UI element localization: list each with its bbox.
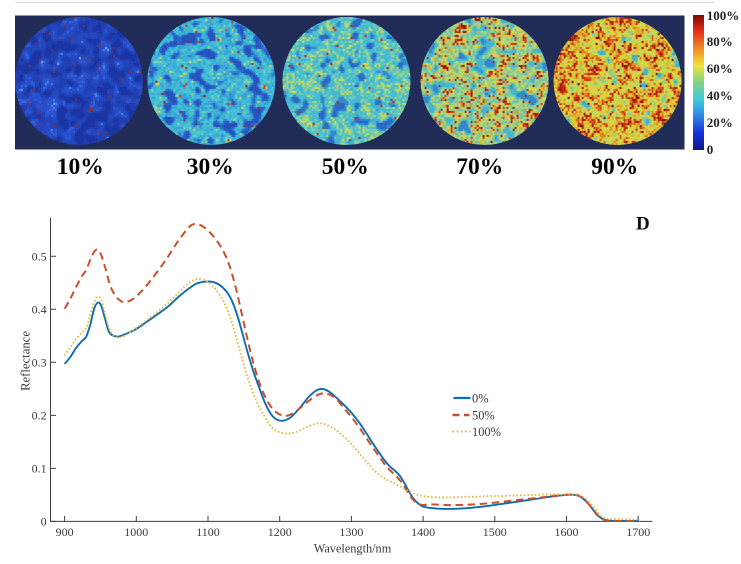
svg-text:0%: 0% — [472, 392, 489, 406]
svg-text:0.3: 0.3 — [32, 356, 47, 370]
svg-text:0.4: 0.4 — [32, 303, 47, 317]
svg-text:1100: 1100 — [196, 525, 220, 539]
svg-text:Wavelength/nm: Wavelength/nm — [314, 542, 392, 556]
svg-text:0.2: 0.2 — [32, 409, 47, 423]
svg-text:50%: 50% — [472, 409, 495, 423]
svg-text:0.1: 0.1 — [32, 462, 47, 476]
svg-text:D: D — [636, 214, 650, 235]
svg-text:1700: 1700 — [626, 525, 650, 539]
svg-text:1000: 1000 — [124, 525, 148, 539]
svg-text:100%: 100% — [472, 425, 501, 439]
svg-text:0.5: 0.5 — [32, 250, 47, 264]
svg-text:1200: 1200 — [268, 525, 292, 539]
svg-text:1300: 1300 — [339, 525, 363, 539]
svg-text:Reflectance: Reflectance — [18, 331, 32, 391]
svg-text:1400: 1400 — [411, 525, 435, 539]
svg-text:1500: 1500 — [483, 525, 507, 539]
svg-text:1600: 1600 — [555, 525, 579, 539]
svg-text:0: 0 — [41, 515, 47, 529]
svg-text:900: 900 — [56, 525, 74, 539]
